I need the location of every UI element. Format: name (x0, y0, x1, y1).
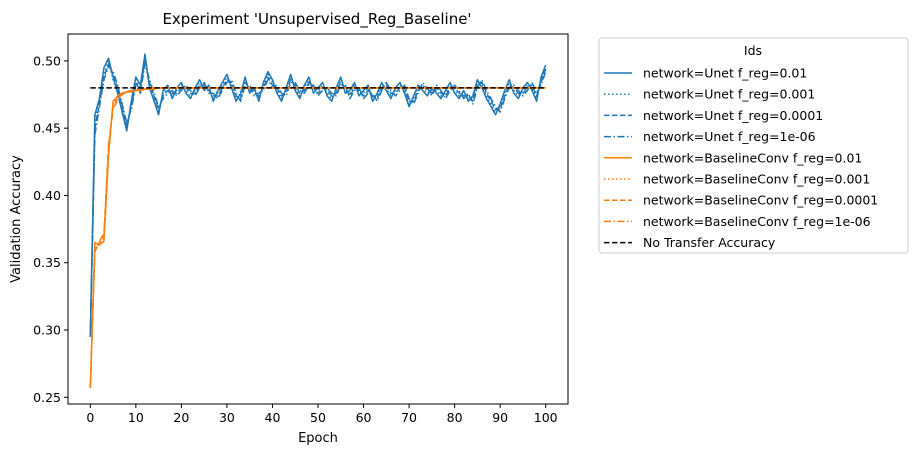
y-axis-label: Validation Accuracy (9, 155, 24, 283)
legend-label: network=Unet f_reg=0.0001 (643, 108, 823, 123)
x-tick-label: 10 (128, 410, 144, 425)
y-tick-label: 0.40 (33, 188, 61, 203)
legend-label: No Transfer Accuracy (643, 235, 776, 250)
legend-label: network=BaselineConv f_reg=0.01 (643, 150, 862, 165)
legend-label: network=Unet f_reg=1e-06 (643, 129, 816, 144)
legend-title: Ids (744, 43, 762, 58)
legend-label: network=Unet f_reg=0.01 (643, 66, 807, 81)
x-tick-label: 30 (219, 410, 235, 425)
legend: Ids network=Unet f_reg=0.01network=Unet … (598, 37, 909, 254)
chart-title: Experiment 'Unsupervised_Reg_Baseline' (162, 10, 471, 29)
x-tick-label: 100 (534, 410, 558, 425)
x-tick-label: 50 (310, 410, 326, 425)
legend-label: network=Unet f_reg=0.001 (643, 87, 815, 102)
x-tick-label: 80 (447, 410, 463, 425)
x-tick-label: 40 (265, 410, 281, 425)
legend-frame (598, 37, 909, 254)
y-tick-label: 0.25 (33, 390, 61, 405)
y-tick-label: 0.30 (33, 323, 61, 338)
x-axis-label: Epoch (298, 431, 338, 446)
legend-label: network=BaselineConv f_reg=0.0001 (643, 193, 878, 208)
legend-entries: network=Unet f_reg=0.01 network=Unet f_re… (604, 66, 878, 250)
x-tick-label: 60 (356, 410, 372, 425)
x-tick-label: 90 (492, 410, 508, 425)
y-tick-label: 0.35 (33, 255, 61, 270)
y-axis: 0.25 0.30 0.35 0.40 0.45 0.50 (33, 53, 68, 405)
x-tick-label: 20 (173, 410, 189, 425)
y-tick-label: 0.45 (33, 121, 61, 136)
x-tick-label: 70 (401, 410, 417, 425)
y-tick-label: 0.50 (33, 53, 61, 68)
x-axis: 0 10 20 30 40 50 60 70 80 90 100 (86, 404, 558, 425)
x-tick-label: 0 (86, 410, 94, 425)
legend-label: network=BaselineConv f_reg=0.001 (643, 172, 870, 187)
legend-label: network=BaselineConv f_reg=1e-06 (643, 214, 871, 229)
series-line-3 (89, 62, 547, 337)
plot-area (67, 33, 569, 405)
